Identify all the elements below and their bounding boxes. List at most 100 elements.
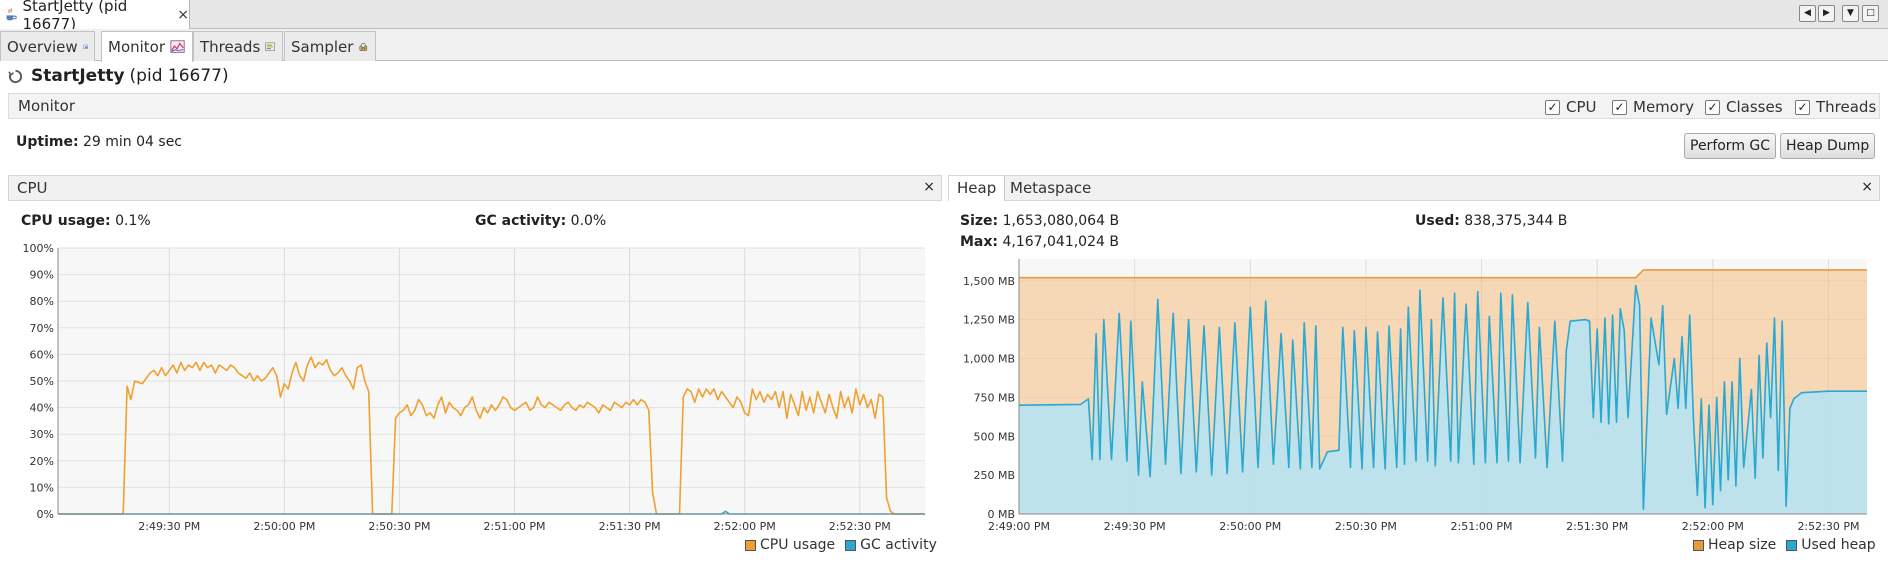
uptime: Uptime: 29 min 04 sec [16, 134, 182, 150]
gc-activity-label: GC activity: [475, 213, 567, 229]
threads-checkbox-label: Threads [1816, 98, 1877, 116]
cpu-usage-line [58, 356, 925, 515]
heap-usage-chart: 1,500 MB 1,250 MB 1,000 MB 750 MB 500 MB 250 … [963, 259, 1867, 533]
x-tick-label: 2:51:30 PM [599, 520, 661, 533]
used-heap-line [1018, 284, 1867, 511]
checkbox-checked-icon: ✓ [1545, 99, 1560, 115]
scroll-tabs-right-button[interactable]: ▶ [1818, 5, 1835, 22]
document-tabbar: StartJetty (pid 16677) × ◀ ▶ ▼ □ [0, 0, 1888, 33]
heap-size-legend-label: Heap size [1708, 537, 1777, 553]
threads-checkbox[interactable]: ✓ Threads [1795, 98, 1876, 116]
x-tick-label: 2:52:30 PM [1797, 520, 1859, 533]
y-tick-label: 20% [30, 455, 54, 468]
x-tick-label: 2:50:00 PM [253, 520, 315, 533]
y-tick-label: 70% [30, 322, 54, 335]
close-tab-icon[interactable]: × [177, 6, 189, 23]
cpu-panel-header: CPU × [8, 175, 942, 201]
y-tick-label: 1,250 MB [963, 314, 1015, 327]
y-tick-label: 500 MB [973, 430, 1015, 443]
memory-checkbox[interactable]: ✓ Memory [1612, 98, 1694, 116]
y-tick-label: 30% [30, 428, 54, 441]
x-tick-label: 2:49:30 PM [138, 520, 200, 533]
tab-overview-label: Overview [7, 37, 78, 56]
y-tick-label: 60% [30, 348, 54, 361]
sampler-icon [359, 42, 368, 51]
cpu-usage-chart: 100% 90% 80% 70% 60% 50% 40% 30% 20% 10% 0% 2:49:30… [23, 242, 925, 533]
heap-max-label: Max: [960, 234, 999, 250]
heap-size-line [1019, 269, 1867, 279]
cpu-checkbox[interactable]: ✓ CPU [1545, 98, 1597, 116]
uptime-value: 29 min 04 sec [83, 134, 182, 150]
checkbox-checked-icon: ✓ [1795, 99, 1810, 115]
process-name: StartJetty [31, 66, 125, 86]
gc-activity-legend-label: GC activity [860, 537, 937, 553]
heap-dump-button[interactable]: Heap Dump [1780, 133, 1876, 159]
cpu-usage-label: CPU usage: [21, 213, 111, 229]
x-tick-label: 2:52:30 PM [829, 520, 891, 533]
document-tab-title: StartJetty (pid 16677) [22, 0, 128, 33]
x-tick-label: 2:51:30 PM [1566, 520, 1628, 533]
memory-checkbox-label: Memory [1633, 98, 1695, 116]
gc-activity-stat: GC activity: 0.0% [475, 213, 606, 229]
tab-metaspace[interactable]: Metaspace [1010, 179, 1092, 197]
close-memory-panel-icon[interactable]: × [1861, 179, 1873, 195]
x-tick-label: 2:52:00 PM [1682, 520, 1744, 533]
x-tick-label: 2:51:00 PM [1451, 520, 1513, 533]
heap-size-label: Size: [960, 213, 999, 229]
y-tick-label: 1,500 MB [963, 275, 1015, 288]
chart-icon [170, 40, 185, 53]
heap-used-value: 838,375,344 B [1464, 213, 1568, 229]
tab-monitor[interactable]: Monitor [101, 31, 193, 62]
classes-checkbox[interactable]: ✓ Classes [1705, 98, 1783, 116]
cpu-usage-value: 0.1% [115, 213, 151, 229]
heap-max-stat: Max: 4,167,041,024 B [960, 234, 1119, 250]
process-title: StartJetty (pid 16677) [8, 66, 229, 86]
cpu-usage-legend-swatch [745, 539, 756, 551]
gc-activity-value: 0.0% [570, 213, 607, 229]
x-tick-label: 2:50:30 PM [1335, 520, 1397, 533]
x-tick-label: 2:49:30 PM [1104, 520, 1166, 533]
scroll-tabs-left-button[interactable]: ◀ [1799, 5, 1816, 22]
monitor-label: Monitor [18, 97, 76, 115]
cpu-checkbox-label: CPU [1566, 98, 1597, 116]
y-tick-label: 250 MB [973, 469, 1015, 482]
tab-threads[interactable]: Threads [193, 31, 283, 61]
process-pid: (pid 16677) [129, 66, 229, 86]
loading-spinner-icon [8, 69, 22, 83]
cpu-usage-stat: CPU usage: 0.1% [21, 213, 151, 229]
document-tab-startjetty[interactable]: StartJetty (pid 16677) × [0, 0, 190, 33]
monitor-section-header: Monitor ✓ CPU ✓ Memory ✓ Classes ✓ Threa… [8, 93, 1880, 119]
heap-size-value: 1,653,080,064 B [1002, 213, 1120, 229]
classes-checkbox-label: Classes [1726, 98, 1783, 116]
maximize-window-button[interactable]: □ [1862, 5, 1879, 22]
threads-icon [265, 42, 276, 51]
heap-max-value: 4,167,041,024 B [1002, 234, 1119, 250]
tab-monitor-label: Monitor [108, 38, 166, 56]
y-tick-label: 1,000 MB [963, 353, 1015, 366]
tab-sampler[interactable]: Sampler [284, 31, 376, 61]
java-cup-icon [6, 8, 17, 21]
uptime-label: Uptime: [16, 134, 79, 150]
close-cpu-panel-icon[interactable]: × [923, 179, 935, 195]
cpu-usage-legend-label: CPU usage [760, 537, 836, 553]
y-tick-label: 750 MB [973, 391, 1015, 404]
cpu-panel-title: CPU [17, 179, 48, 197]
checkbox-checked-icon: ✓ [1612, 99, 1627, 115]
used-heap-legend-swatch [1786, 539, 1798, 551]
y-tick-label: 90% [30, 269, 54, 282]
view-tabbar: Overview Monitor Threads Sampler [0, 29, 1888, 62]
checkbox-checked-icon: ✓ [1705, 99, 1720, 115]
tab-overview[interactable]: Overview [0, 31, 95, 61]
y-tick-label: 0% [37, 508, 54, 521]
y-tick-label: 50% [30, 375, 54, 388]
tab-heap[interactable]: Heap [949, 176, 1006, 201]
y-tick-label: 10% [30, 481, 54, 494]
x-tick-label: 2:51:00 PM [484, 520, 546, 533]
y-tick-label: 100% [23, 242, 54, 255]
show-opened-documents-button[interactable]: ▼ [1842, 5, 1859, 22]
perform-gc-button[interactable]: Perform GC [1684, 133, 1777, 159]
heap-chart-legend: Heap size Used heap [1683, 537, 1876, 553]
tab-sampler-label: Sampler [291, 37, 354, 56]
heap-used-stat: Used: 838,375,344 B [1415, 213, 1567, 229]
y-tick-label: 40% [30, 402, 54, 415]
